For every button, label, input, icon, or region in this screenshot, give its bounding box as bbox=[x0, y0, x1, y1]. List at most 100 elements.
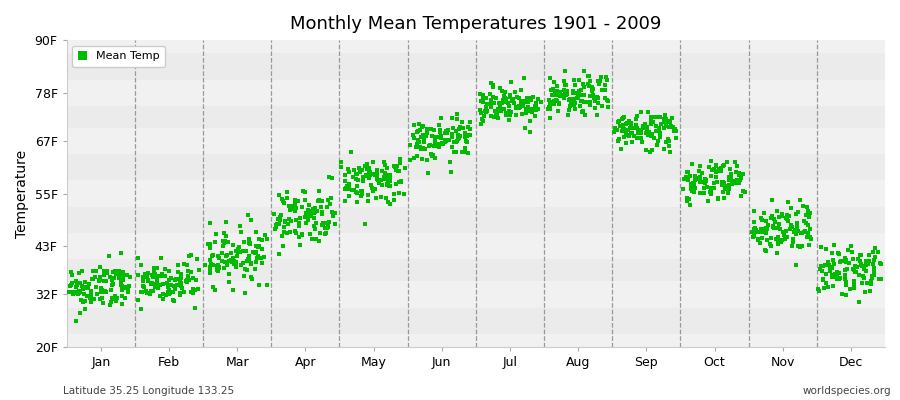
Point bbox=[708, 168, 723, 175]
Point bbox=[794, 229, 808, 236]
Point bbox=[316, 220, 330, 227]
Point bbox=[814, 244, 828, 250]
Point bbox=[83, 294, 97, 301]
Point bbox=[104, 299, 119, 305]
Point bbox=[301, 217, 315, 224]
Point bbox=[838, 255, 852, 262]
Point bbox=[242, 253, 256, 260]
Point bbox=[549, 92, 563, 98]
Point bbox=[544, 92, 559, 98]
Point bbox=[819, 280, 833, 286]
Point bbox=[434, 135, 448, 142]
Point bbox=[783, 226, 797, 232]
Point bbox=[772, 226, 787, 232]
Point bbox=[500, 100, 515, 106]
Point bbox=[430, 142, 445, 148]
Point bbox=[795, 243, 809, 250]
Point bbox=[775, 213, 789, 219]
Point bbox=[176, 261, 191, 267]
Point bbox=[629, 122, 643, 128]
Point bbox=[342, 180, 356, 187]
Point bbox=[476, 92, 491, 98]
Point bbox=[847, 267, 861, 273]
Point bbox=[644, 147, 659, 153]
Point bbox=[826, 260, 841, 267]
Point bbox=[299, 220, 313, 226]
Point bbox=[571, 95, 585, 102]
Point bbox=[301, 210, 315, 216]
Point bbox=[640, 128, 654, 134]
Point bbox=[280, 195, 294, 202]
Point bbox=[501, 103, 516, 109]
Point bbox=[519, 106, 534, 113]
Point bbox=[786, 236, 800, 242]
Text: worldspecies.org: worldspecies.org bbox=[803, 386, 891, 396]
Point bbox=[832, 275, 847, 281]
Point bbox=[340, 165, 355, 172]
Legend: Mean Temp: Mean Temp bbox=[72, 46, 165, 67]
Point bbox=[531, 96, 545, 102]
Point bbox=[796, 203, 811, 210]
Point bbox=[89, 284, 104, 290]
Point bbox=[392, 190, 407, 196]
Point bbox=[461, 150, 475, 156]
Point bbox=[865, 274, 879, 281]
Point bbox=[498, 88, 512, 95]
Point bbox=[95, 300, 110, 306]
Point bbox=[457, 130, 472, 136]
Point bbox=[565, 90, 580, 96]
Point bbox=[638, 146, 652, 153]
Point bbox=[708, 174, 723, 180]
Point bbox=[140, 270, 155, 276]
Point bbox=[590, 94, 604, 100]
Point bbox=[821, 284, 835, 290]
Point bbox=[439, 138, 454, 144]
Point bbox=[115, 282, 130, 289]
Point bbox=[230, 246, 245, 253]
Point bbox=[746, 219, 760, 225]
Point bbox=[721, 190, 735, 196]
Point bbox=[180, 273, 194, 280]
Point bbox=[156, 290, 170, 297]
Point bbox=[662, 124, 676, 130]
Point bbox=[838, 279, 852, 285]
Point bbox=[379, 194, 393, 201]
Point bbox=[784, 222, 798, 229]
Point bbox=[351, 164, 365, 171]
Point bbox=[858, 288, 872, 295]
Point bbox=[226, 257, 240, 264]
Point bbox=[568, 106, 582, 112]
Point bbox=[693, 174, 707, 181]
Point bbox=[364, 185, 379, 192]
Point bbox=[511, 102, 526, 109]
Point bbox=[658, 118, 672, 124]
Point bbox=[657, 125, 671, 131]
Point bbox=[517, 75, 531, 81]
Point bbox=[611, 118, 625, 124]
Point bbox=[109, 298, 123, 304]
Point bbox=[644, 131, 659, 137]
Point bbox=[241, 212, 256, 218]
Point bbox=[649, 127, 663, 134]
Point bbox=[182, 253, 196, 259]
Point bbox=[522, 94, 536, 101]
Point bbox=[491, 106, 506, 113]
Point bbox=[730, 163, 744, 170]
Point bbox=[310, 198, 325, 204]
Point bbox=[838, 258, 852, 265]
Point bbox=[585, 84, 599, 90]
Point bbox=[402, 141, 417, 148]
Point bbox=[334, 158, 348, 165]
Point bbox=[733, 180, 747, 186]
Point bbox=[860, 280, 875, 286]
Point bbox=[830, 276, 844, 282]
Point bbox=[115, 301, 130, 307]
Point bbox=[362, 165, 376, 171]
Point bbox=[387, 197, 401, 204]
Point bbox=[287, 196, 302, 203]
Point bbox=[282, 203, 296, 209]
Point bbox=[368, 186, 382, 192]
Point bbox=[541, 106, 555, 112]
Point bbox=[558, 89, 572, 95]
Point bbox=[169, 282, 184, 288]
